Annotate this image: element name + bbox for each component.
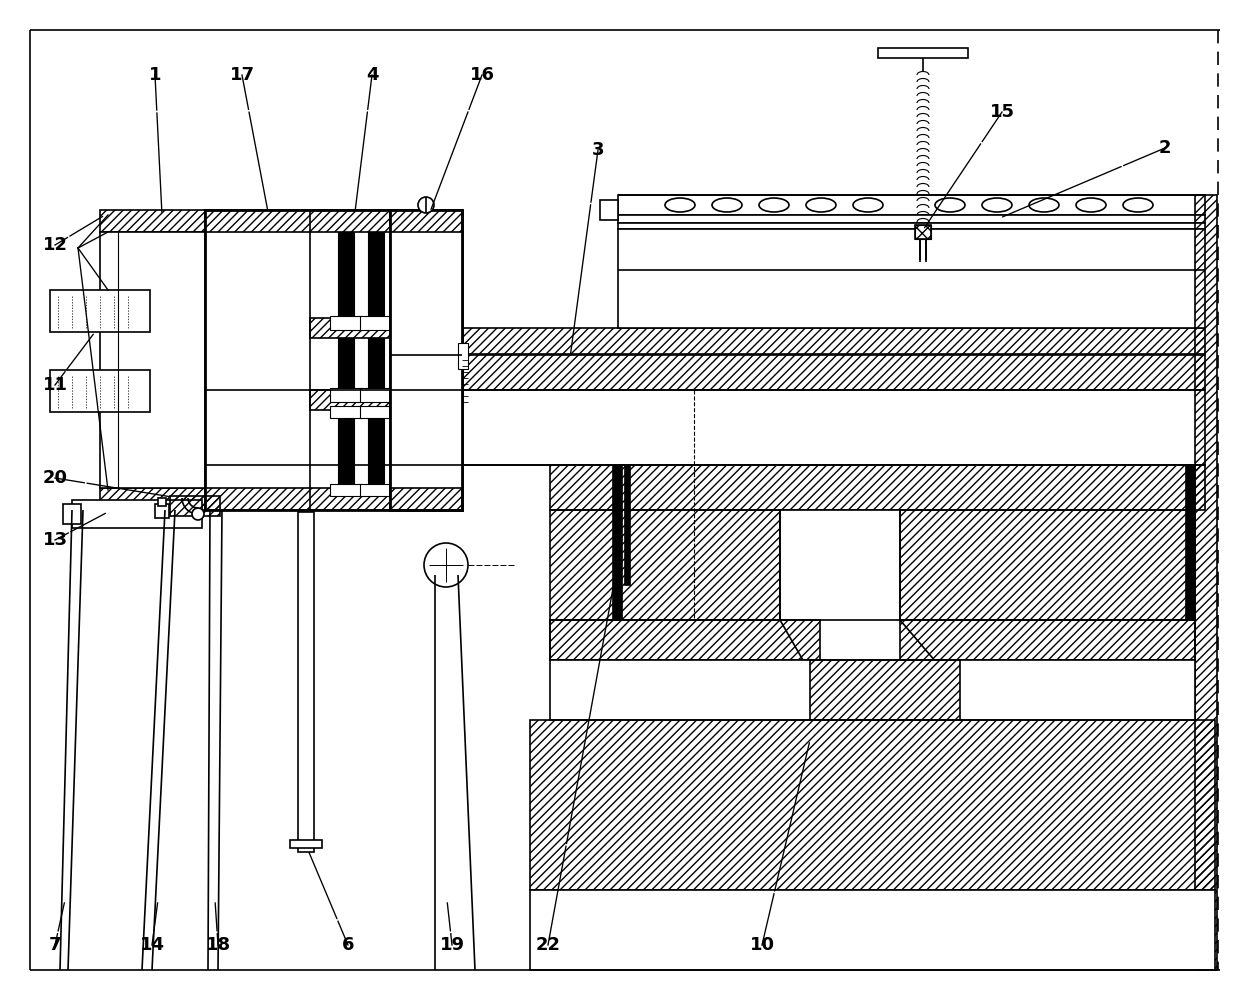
Bar [100, 232, 205, 488]
Ellipse shape [935, 198, 965, 212]
Bar [1195, 195, 1216, 970]
Text: 4: 4 [366, 66, 378, 84]
Bar [551, 620, 820, 660]
Bar [330, 388, 362, 402]
Bar [368, 232, 384, 318]
Bar [310, 390, 463, 410]
Text: 17: 17 [229, 66, 254, 84]
Text: 19: 19 [439, 936, 465, 954]
Text: 20: 20 [42, 469, 67, 487]
Circle shape [192, 508, 205, 520]
Bar [339, 232, 353, 318]
Bar [50, 290, 150, 332]
Bar [330, 316, 362, 330]
Text: 6: 6 [342, 936, 355, 954]
Bar [330, 484, 362, 496]
Bar [155, 504, 169, 518]
Ellipse shape [1123, 198, 1153, 212]
Bar [205, 488, 463, 510]
Text: 18: 18 [206, 936, 231, 954]
Bar [780, 510, 900, 620]
Bar [290, 840, 322, 848]
Text: 22: 22 [536, 936, 560, 954]
Ellipse shape [759, 198, 789, 212]
Bar [810, 660, 960, 720]
Text: 1: 1 [149, 66, 161, 84]
Bar [360, 484, 392, 496]
Ellipse shape [806, 198, 836, 212]
Bar [391, 488, 463, 510]
Text: 10: 10 [749, 936, 775, 954]
Text: 2: 2 [1158, 139, 1172, 157]
Bar [50, 370, 150, 412]
Bar [72, 500, 202, 528]
Bar [618, 223, 1205, 229]
Bar [360, 316, 392, 330]
Bar [391, 210, 463, 232]
Bar [458, 343, 467, 369]
Bar [339, 338, 353, 390]
Text: 13: 13 [42, 531, 67, 549]
Bar [529, 890, 1215, 970]
Bar [915, 225, 931, 239]
Text: 12: 12 [42, 236, 67, 254]
Bar [368, 338, 384, 390]
Ellipse shape [1076, 198, 1106, 212]
Bar [529, 720, 1215, 890]
Bar [391, 210, 463, 510]
Bar [205, 210, 463, 232]
Bar [205, 210, 463, 510]
Bar [551, 510, 780, 620]
Bar [100, 488, 205, 510]
Bar [330, 406, 362, 418]
Bar [624, 465, 630, 585]
Bar [100, 210, 205, 232]
Circle shape [424, 543, 467, 587]
Ellipse shape [1029, 198, 1059, 212]
Bar [360, 388, 392, 402]
Text: 7: 7 [48, 936, 61, 954]
Bar [63, 504, 81, 524]
Text: 3: 3 [591, 141, 604, 159]
Text: 15: 15 [990, 103, 1014, 121]
Circle shape [418, 197, 434, 213]
Bar [205, 390, 1205, 465]
Bar [915, 225, 931, 239]
Bar [310, 318, 463, 338]
Bar [613, 465, 622, 620]
Bar [878, 48, 968, 58]
Bar [900, 510, 1195, 620]
Bar [170, 496, 219, 516]
Bar [618, 229, 1205, 328]
Bar [900, 620, 1195, 660]
Bar [298, 512, 314, 852]
Bar [205, 355, 1205, 390]
Bar [205, 328, 1205, 354]
Bar [551, 465, 1205, 510]
Bar [339, 410, 353, 488]
Bar [618, 215, 1205, 223]
Bar [1185, 465, 1195, 620]
Text: 11: 11 [42, 376, 67, 394]
Ellipse shape [853, 198, 883, 212]
Text: 14: 14 [139, 936, 165, 954]
Ellipse shape [982, 198, 1012, 212]
Text: 16: 16 [470, 66, 495, 84]
Bar [551, 660, 1195, 720]
Bar [360, 406, 392, 418]
Bar [368, 410, 384, 488]
Bar [157, 498, 166, 506]
Ellipse shape [665, 198, 694, 212]
Bar [618, 195, 1205, 215]
Bar [600, 200, 618, 220]
Ellipse shape [712, 198, 742, 212]
